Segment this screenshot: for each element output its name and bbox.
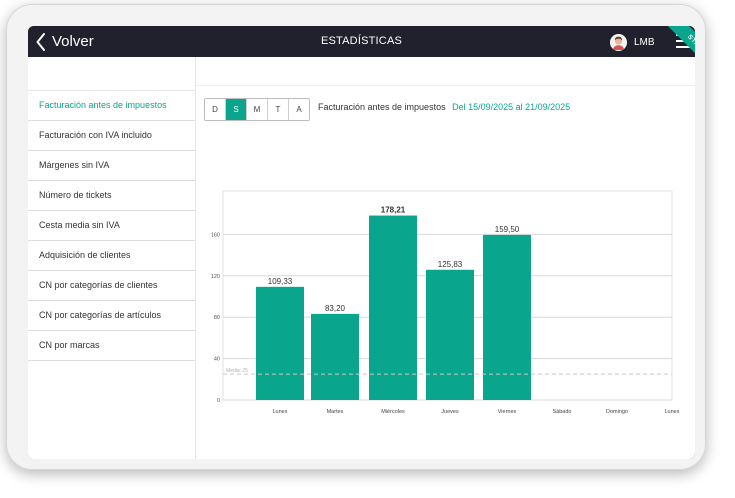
y-tick-label: 160	[211, 232, 220, 238]
sidebar-item[interactable]: Márgenes sin IVA	[28, 151, 195, 181]
chevron-left-icon	[36, 32, 45, 51]
sidebar-item[interactable]: Número de tickets	[28, 181, 195, 211]
x-tick-label: Domingo	[606, 409, 628, 415]
x-tick-label: Viernes	[498, 409, 517, 415]
sidebar-item[interactable]: CN por categorías de clientes	[28, 271, 195, 301]
divider	[196, 85, 695, 86]
sidebar-item[interactable]: Facturación con IVA incluido	[28, 121, 195, 151]
x-tick-label: Sábado	[553, 409, 572, 415]
sidebar: Facturación antes de impuestos Facturació…	[28, 57, 196, 459]
sidebar-item[interactable]: Facturación antes de impuestos	[28, 91, 195, 121]
revenue-bar-chart: 0 40 80 120 160 109,33 Lunes 83,20 Martes 178,21 M…	[211, 190, 680, 415]
content-area: Facturación antes de impuestos Facturació…	[28, 57, 695, 459]
bar	[311, 313, 359, 400]
hamburger-menu-icon[interactable]	[676, 34, 690, 48]
top-bar: Volver ESTADÍSTICAS LMB STAGING	[28, 26, 695, 87]
bar-value-label: 109,33	[268, 277, 293, 286]
user-name: LMB	[634, 36, 655, 48]
x-tick-label: Miércoles	[381, 409, 405, 415]
tablet-frame: Volver ESTADÍSTICAS LMB STAGING	[6, 4, 706, 470]
report-heading: Facturación antes de impuestos Del 15/09…	[318, 102, 570, 112]
period-option-t[interactable]: T	[268, 99, 289, 120]
bar-value-label: 83,20	[325, 304, 346, 313]
bar	[483, 234, 531, 400]
bar-value-label: 159,50	[495, 225, 520, 234]
y-tick-label: 0	[217, 398, 220, 404]
sidebar-list: Facturación antes de impuestos Facturació…	[28, 90, 195, 361]
bar	[369, 215, 417, 400]
y-tick-label: 40	[214, 357, 220, 363]
report-title: Facturación antes de impuestos	[318, 102, 446, 112]
sidebar-item[interactable]: Cesta media sin IVA	[28, 211, 195, 241]
sidebar-item[interactable]: CN por categorías de artículos	[28, 301, 195, 331]
sidebar-item[interactable]: Adquisición de clientes	[28, 241, 195, 271]
app-screen: Volver ESTADÍSTICAS LMB STAGING	[28, 26, 695, 459]
x-tick-label: Jueves	[441, 409, 459, 415]
back-button[interactable]: Volver	[36, 29, 94, 54]
y-tick-label: 80	[214, 315, 220, 321]
x-tick-label: Martes	[327, 409, 344, 415]
period-option-a[interactable]: A	[289, 99, 309, 120]
y-tick-label: 120	[211, 274, 220, 280]
bar-value-label: 178,21	[381, 206, 406, 215]
back-label: Volver	[52, 33, 94, 50]
period-option-d[interactable]: D	[205, 99, 226, 120]
average-label: Media: 25	[226, 368, 248, 374]
user-menu[interactable]: LMB	[610, 32, 655, 52]
sidebar-item[interactable]: CN por marcas	[28, 331, 195, 361]
bar-value-label: 125,83	[438, 260, 463, 269]
period-option-s[interactable]: S	[226, 99, 247, 120]
user-avatar-icon	[610, 33, 627, 51]
avatar	[610, 33, 627, 51]
period-option-m[interactable]: M	[247, 99, 268, 120]
x-tick-label: Lunes	[665, 409, 680, 415]
page-title: ESTADÍSTICAS	[320, 35, 403, 47]
report-date-range: Del 15/09/2025 al 21/09/2025	[452, 102, 571, 112]
x-tick-label: Lunes	[273, 409, 288, 415]
bar	[426, 269, 474, 400]
bar	[256, 286, 304, 400]
